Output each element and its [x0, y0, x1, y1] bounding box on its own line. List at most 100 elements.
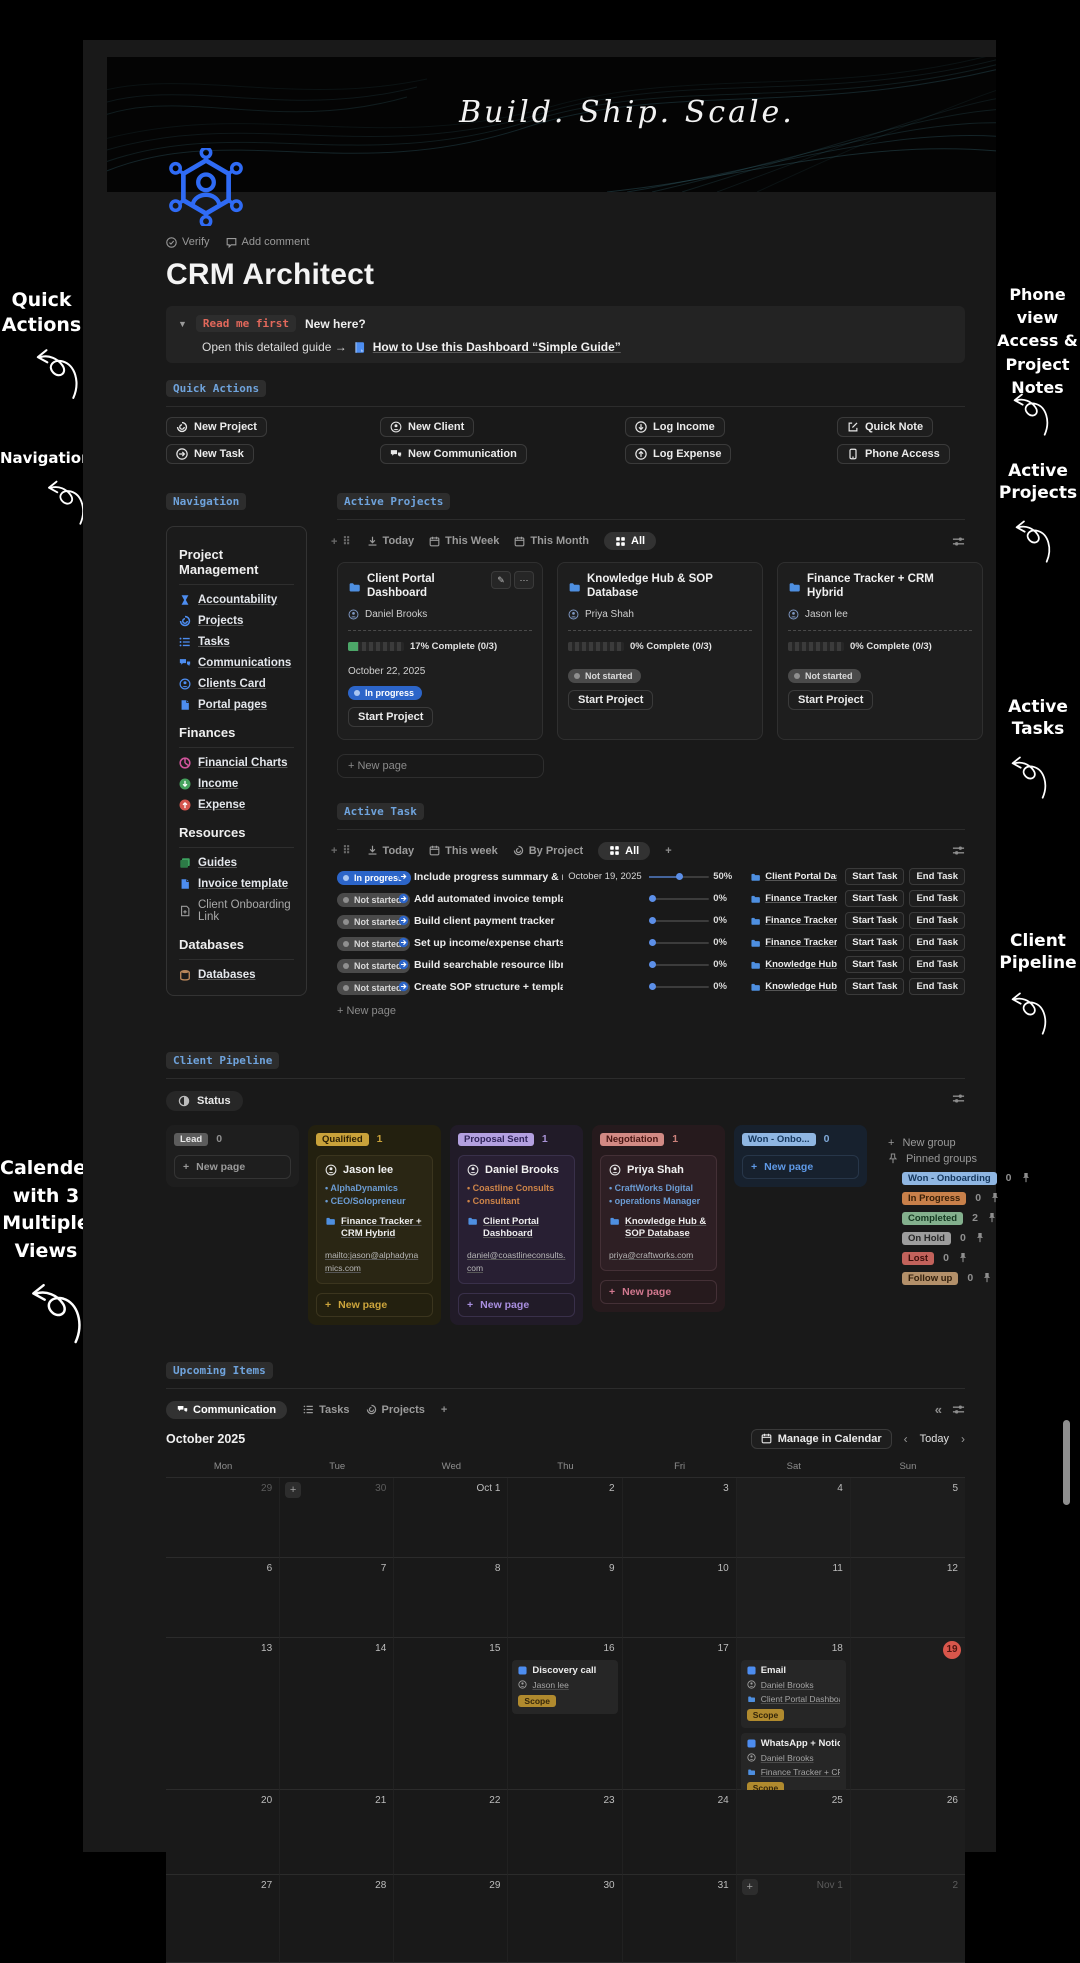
- status-tag[interactable]: Negotiation: [600, 1132, 665, 1146]
- pin-icon[interactable]: [982, 1272, 992, 1284]
- client-project-link[interactable]: Finance Tracker + CRM Hybrid: [325, 1216, 424, 1242]
- group-by-status-button[interactable]: Status: [166, 1090, 243, 1111]
- view-tab-by-project[interactable]: By Project: [513, 845, 583, 857]
- client-email-link[interactable]: mailto:jason@alphadynamics.com: [325, 1250, 419, 1273]
- calendar-cell[interactable]: 22: [394, 1789, 509, 1875]
- calendar-cell[interactable]: 31: [622, 1874, 737, 1963]
- calendar-cell-today[interactable]: 19: [850, 1637, 965, 1790]
- calendar-cell[interactable]: 2: [850, 1874, 965, 1963]
- task-row[interactable]: Not started Build client payment tracker…: [337, 912, 965, 930]
- pinned-group-row[interactable]: Follow up 0: [902, 1271, 1031, 1285]
- calendar-cell[interactable]: 20: [166, 1789, 281, 1875]
- view-tab-today[interactable]: Today: [367, 535, 414, 547]
- calendar-cell[interactable]: 11: [736, 1557, 851, 1638]
- nav-item-invoice-template[interactable]: Invoice template: [179, 878, 294, 890]
- pin-icon[interactable]: [1021, 1172, 1031, 1184]
- start-task-button[interactable]: Start Task: [845, 978, 905, 996]
- view-tab-all[interactable]: All: [604, 532, 657, 550]
- calendar-cell[interactable]: 3: [622, 1477, 737, 1558]
- collapse-icon[interactable]: «: [934, 1402, 942, 1418]
- calendar-cell[interactable]: 6: [166, 1557, 281, 1638]
- filter-sliders-icon[interactable]: [952, 844, 965, 857]
- task-row[interactable]: Not started Create SOP structure + templ…: [337, 978, 965, 996]
- new-page-button[interactable]: + New page: [458, 1292, 575, 1317]
- toggle-icon[interactable]: ▼: [178, 318, 187, 329]
- log-expense-button[interactable]: Log Expense: [625, 444, 732, 464]
- progress-slider[interactable]: 0%: [649, 981, 745, 992]
- client-card[interactable]: Jason lee • AlphaDynamics • CEO/Soloprene…: [316, 1154, 433, 1284]
- new-group-button[interactable]: + New group: [888, 1136, 956, 1149]
- client-email-link[interactable]: priya@craftworks.com: [609, 1250, 694, 1261]
- pinned-group-row[interactable]: On Hold 0: [902, 1231, 1031, 1245]
- nav-item-databases[interactable]: Databases: [179, 969, 294, 981]
- calendar-cell[interactable]: 7: [280, 1557, 395, 1638]
- more-options-icon[interactable]: ⋯: [514, 571, 534, 589]
- nav-item-accountability[interactable]: Accountability: [179, 594, 294, 606]
- new-task-button[interactable]: New Task: [166, 444, 254, 464]
- start-task-button[interactable]: Start Task: [845, 890, 905, 908]
- nav-item-clients-card[interactable]: Clients Card: [179, 678, 294, 690]
- tab-projects[interactable]: Projects: [366, 1404, 425, 1416]
- add-view-button[interactable]: +: [440, 1403, 448, 1416]
- manage-in-calendar-button[interactable]: Manage in Calendar: [750, 1428, 892, 1449]
- pinned-group-row[interactable]: Completed 2: [902, 1211, 1031, 1225]
- calendar-cell[interactable]: 5: [850, 1477, 965, 1558]
- page-title[interactable]: CRM Architect: [166, 258, 375, 291]
- pinned-group-row[interactable]: In Progress 0: [902, 1191, 1031, 1205]
- page-logo[interactable]: [167, 146, 245, 232]
- progress-slider[interactable]: 0%: [649, 893, 745, 904]
- filter-sliders-icon[interactable]: [952, 1092, 965, 1105]
- calendar-cell[interactable]: 9: [508, 1557, 623, 1638]
- calendar-cell[interactable]: 14: [280, 1637, 395, 1790]
- new-page-button[interactable]: + New page: [600, 1279, 717, 1304]
- new-page-button[interactable]: + New page: [337, 1004, 397, 1017]
- phone-access-button[interactable]: Phone Access: [837, 444, 950, 464]
- task-project-link[interactable]: Finance Tracker + C: [750, 893, 840, 904]
- task-project-link[interactable]: Knowledge Hub &: [750, 959, 840, 970]
- calendar-cell[interactable]: 25: [736, 1789, 851, 1875]
- client-card[interactable]: Priya Shah • CraftWorks Digital • operati…: [600, 1154, 717, 1271]
- next-month-chevron[interactable]: ›: [961, 1431, 965, 1446]
- project-card[interactable]: Finance Tracker + CRM Hybrid Jason lee 0…: [777, 562, 983, 740]
- view-tab-all[interactable]: All: [598, 841, 651, 860]
- client-card[interactable]: Daniel Brooks • Coastline Consults • Cons…: [458, 1154, 575, 1284]
- end-task-button[interactable]: End Task: [909, 912, 965, 930]
- calendar-cell[interactable]: 17: [622, 1637, 737, 1790]
- calendar-cell[interactable]: 30: [508, 1874, 623, 1963]
- task-row[interactable]: Not started Set up income/expense charts…: [337, 934, 965, 952]
- calendar-cell[interactable]: 18 Email Daniel Brooks Client Portal Das…: [736, 1637, 851, 1801]
- add-event-button[interactable]: +: [285, 1481, 302, 1498]
- progress-slider[interactable]: 0%: [649, 937, 745, 948]
- view-tab-today[interactable]: Today: [367, 845, 414, 857]
- calendar-cell[interactable]: 8: [394, 1557, 509, 1638]
- view-tab-this-week[interactable]: This Week: [429, 535, 499, 547]
- add-view-button[interactable]: +: [665, 844, 672, 857]
- pinned-group-row[interactable]: Won - Onboarding 0: [902, 1171, 1031, 1185]
- nav-item-client-onboarding-link[interactable]: Client Onboarding Link: [179, 899, 294, 923]
- edit-icon[interactable]: ✎: [491, 571, 511, 589]
- nav-item-guides[interactable]: Guides: [179, 857, 294, 869]
- end-task-button[interactable]: End Task: [909, 934, 965, 952]
- cover-image[interactable]: Build. Ship. Scale.: [107, 57, 996, 192]
- calendar-cell[interactable]: + Nov 1: [736, 1874, 851, 1963]
- new-project-button[interactable]: New Project: [166, 417, 267, 437]
- drag-handle-icon[interactable]: + ⠿: [331, 845, 352, 858]
- log-income-button[interactable]: Log Income: [625, 417, 725, 437]
- filter-sliders-icon[interactable]: [952, 1403, 965, 1416]
- prev-month-chevron[interactable]: ‹: [903, 1431, 908, 1446]
- calendar-cell[interactable]: 16 Discovery call Jason lee Scope: [508, 1637, 623, 1790]
- new-communication-button[interactable]: New Communication: [380, 444, 527, 464]
- project-card[interactable]: ✎ ⋯ Client Portal Dashboard Daniel Brook…: [337, 562, 543, 740]
- calendar-cell[interactable]: 4: [736, 1477, 851, 1558]
- new-page-button[interactable]: + New page: [174, 1154, 291, 1179]
- end-task-button[interactable]: End Task: [909, 868, 965, 886]
- task-project-link[interactable]: Knowledge Hub &: [750, 981, 840, 992]
- calendar-cell[interactable]: 23: [508, 1789, 623, 1875]
- calendar-cell[interactable]: 24: [622, 1789, 737, 1875]
- progress-slider[interactable]: 50%: [649, 871, 745, 882]
- start-task-button[interactable]: Start Task: [845, 956, 905, 974]
- filter-sliders-icon[interactable]: [952, 535, 965, 548]
- add-comment-button[interactable]: Add comment: [226, 236, 309, 248]
- task-row[interactable]: In progress Include progress summary & r…: [337, 868, 965, 886]
- task-row[interactable]: Not started Build searchable resource li…: [337, 956, 965, 974]
